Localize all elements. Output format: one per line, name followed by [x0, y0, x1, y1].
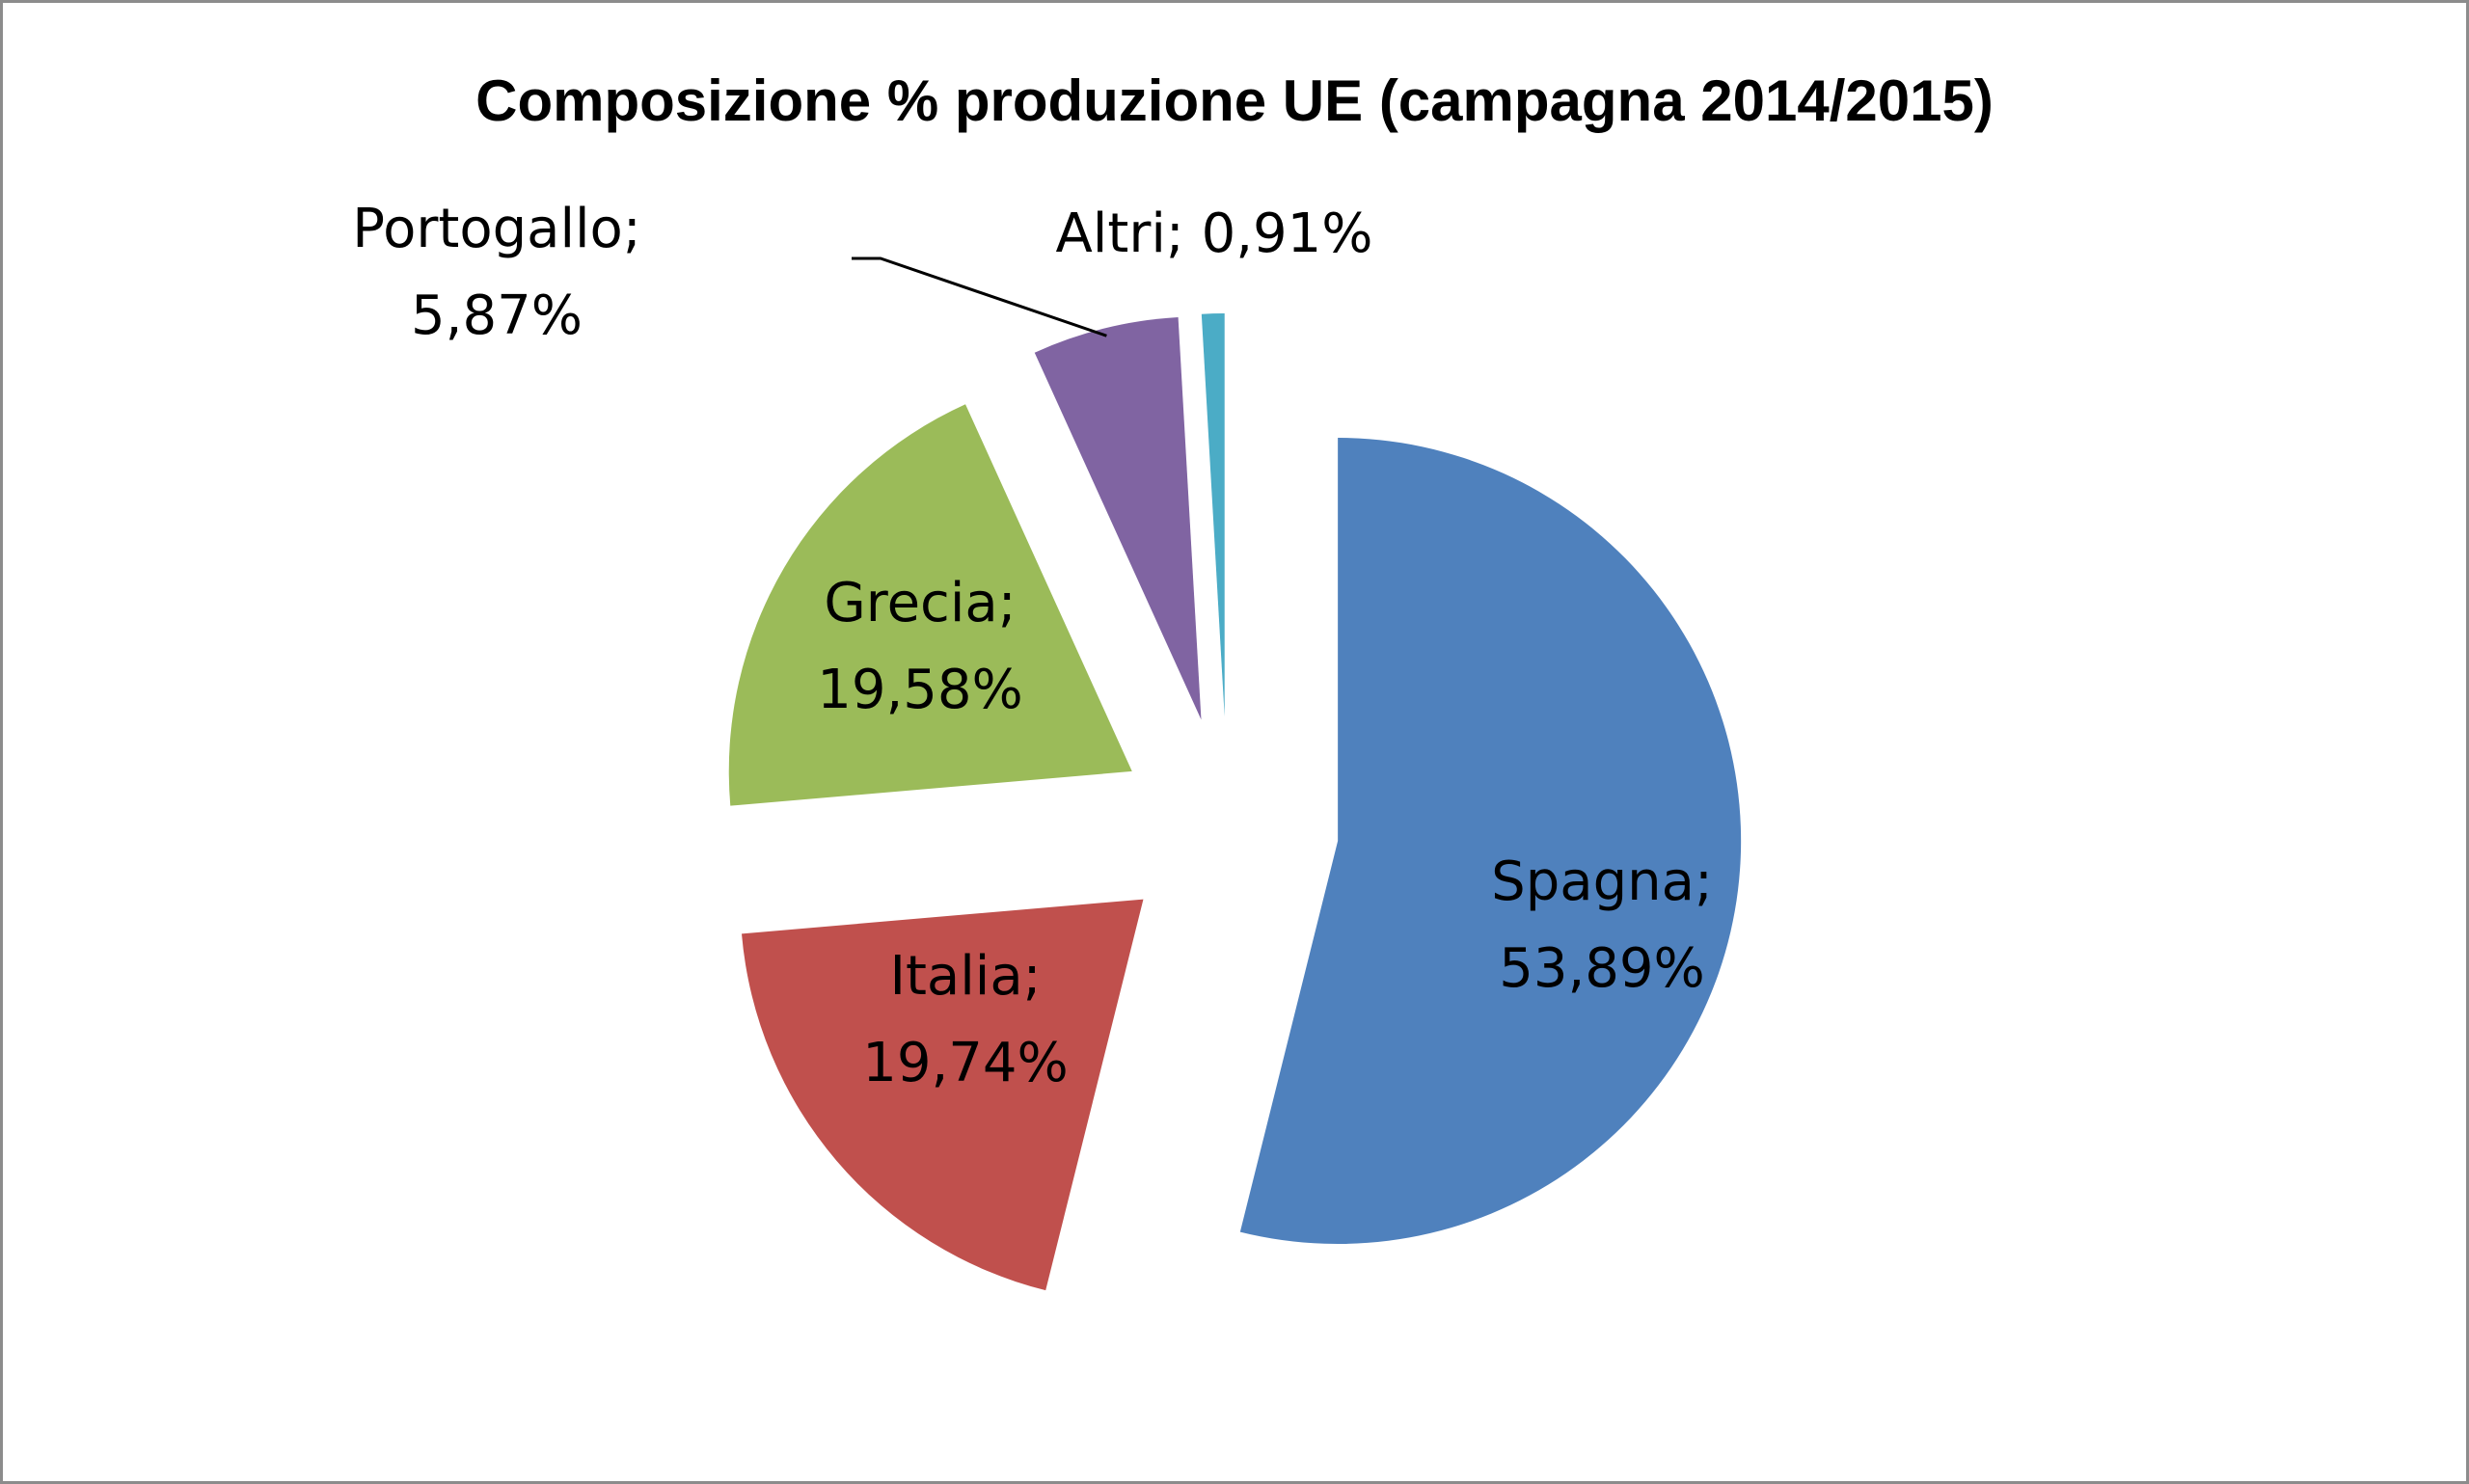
slice-portogallo: [1034, 317, 1202, 720]
leader-line-portogallo: [852, 256, 1107, 337]
label-italia: Italia; 19,74%: [862, 945, 1069, 1094]
slice-italia: [742, 899, 1144, 1291]
slice-altri: [1201, 313, 1225, 717]
pie-chart: Composizione % produzione UE (campagna 2…: [352, 68, 1994, 1291]
label-grecia: Grecia; 19,58%: [817, 572, 1023, 721]
slice-grecia: [728, 404, 1132, 806]
label-spagna: Spagna; 53,89%: [1491, 850, 1713, 1000]
label-portogallo: Portogallo; 5,87%: [352, 198, 640, 347]
label-altri: Altri; 0,91%: [1056, 202, 1373, 265]
pie-slices: [728, 313, 1742, 1291]
leader-lines: [852, 256, 1107, 337]
slice-labels: Spagna; 53,89% Italia; 19,74% Grecia; 19,58% P…: [352, 198, 1713, 1094]
slice-spagna: [1239, 438, 1742, 1245]
chart-title: Composizione % produzione UE (campagna 2…: [475, 68, 1994, 133]
